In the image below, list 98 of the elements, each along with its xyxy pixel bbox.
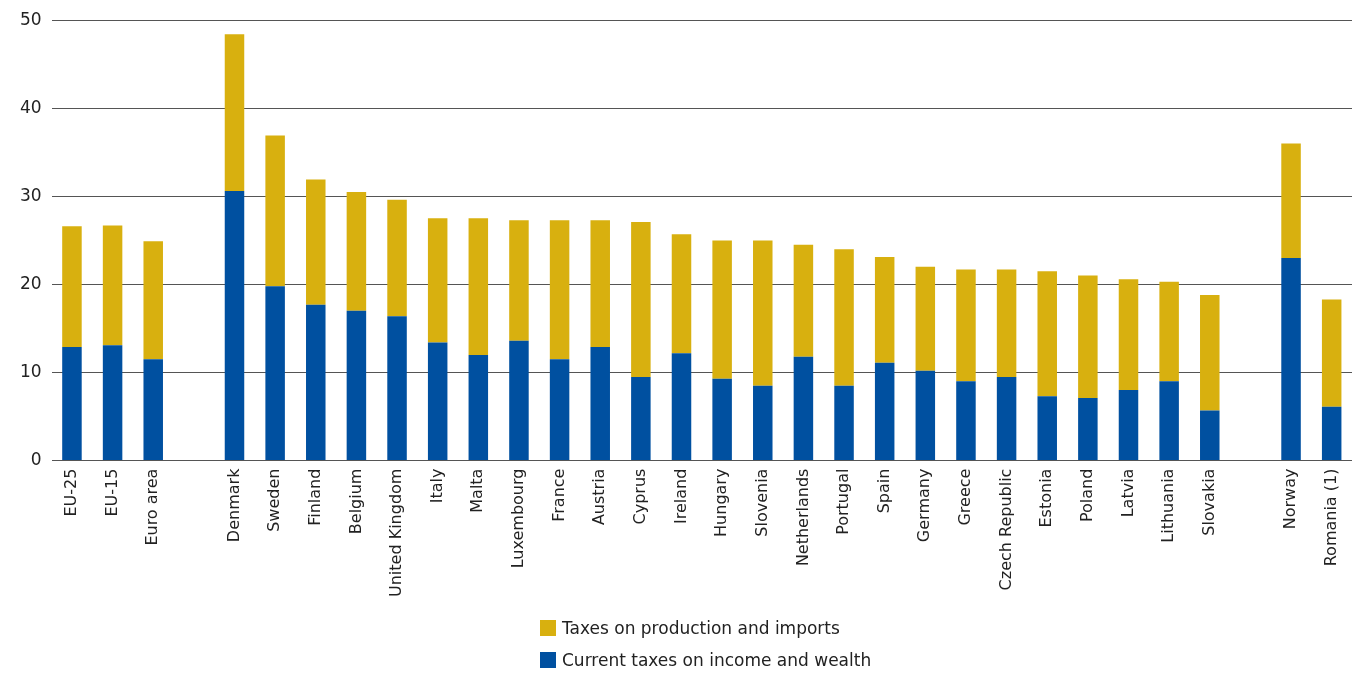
bar xyxy=(62,226,82,347)
y-tick-label: 0 xyxy=(30,449,42,469)
x-tick-label: Luxembourg xyxy=(508,468,528,569)
bar xyxy=(1078,398,1098,461)
y-tick-label: 30 xyxy=(19,184,42,205)
bar xyxy=(387,199,407,317)
x-tick-label: United Kingdom xyxy=(386,468,406,597)
bar xyxy=(590,346,610,461)
x-tick-label: Sweden xyxy=(264,468,284,532)
bar xyxy=(1118,279,1139,391)
bar xyxy=(996,376,1017,461)
bar xyxy=(1037,271,1057,397)
bar xyxy=(509,220,529,341)
bar xyxy=(915,266,936,371)
bar xyxy=(834,385,854,461)
x-tick-label: Finland xyxy=(304,468,324,526)
bar xyxy=(427,342,448,461)
x-tick-label: EU-15 xyxy=(101,468,121,517)
bar xyxy=(915,370,936,461)
bar xyxy=(468,354,489,461)
x-tick-label: Austria xyxy=(589,468,609,526)
bar xyxy=(1078,275,1098,399)
x-tick-label: Lithuania xyxy=(1158,468,1178,543)
bar xyxy=(631,221,651,377)
bar xyxy=(509,340,529,461)
bar xyxy=(712,378,732,461)
bar xyxy=(102,225,123,346)
bar xyxy=(1281,143,1301,258)
bar xyxy=(224,191,245,461)
x-tick-label: France xyxy=(548,468,568,522)
bar xyxy=(468,218,489,355)
y-tick-label: 10 xyxy=(19,360,42,381)
bar xyxy=(143,359,163,461)
bar xyxy=(549,220,570,360)
x-tick-label: Slovenia xyxy=(751,468,771,537)
bar xyxy=(1200,410,1220,461)
x-tick-label: Portugal xyxy=(833,468,853,535)
bar xyxy=(996,269,1017,377)
bar xyxy=(956,381,976,461)
x-tick-label: Greece xyxy=(955,468,975,526)
bar xyxy=(1321,406,1342,461)
bar xyxy=(671,234,692,354)
x-tick-label: Romania (1) xyxy=(1320,468,1340,567)
bar xyxy=(346,191,367,311)
bar xyxy=(590,220,610,347)
y-tick-label: 20 xyxy=(19,272,42,293)
bar xyxy=(874,257,895,363)
x-tick-label: Hungary xyxy=(711,468,731,537)
x-tick-label: Belgium xyxy=(345,468,365,535)
legend-label: Current taxes on income and wealth xyxy=(562,650,872,670)
y-tick-label: 50 xyxy=(19,8,42,29)
bar xyxy=(631,376,651,461)
bar xyxy=(793,356,814,461)
x-tick-label: Poland xyxy=(1077,468,1097,522)
bar xyxy=(549,359,570,461)
bar xyxy=(1321,299,1342,407)
bar xyxy=(753,385,773,461)
x-tick-label: Norway xyxy=(1280,468,1300,530)
x-tick-label: Ireland xyxy=(670,468,690,524)
bar xyxy=(874,362,895,461)
x-tick-label: Estonia xyxy=(1036,468,1056,528)
x-tick-label: Spain xyxy=(873,468,893,514)
bar xyxy=(1159,281,1179,382)
bar xyxy=(265,135,285,287)
bar xyxy=(1037,396,1057,461)
x-tick-label: Italy xyxy=(426,468,446,504)
bar xyxy=(1159,381,1179,461)
legend-label: Taxes on production and imports xyxy=(562,618,840,638)
x-tick-label: Denmark xyxy=(223,467,243,543)
bar xyxy=(1200,295,1220,411)
x-tick-label: Euro area xyxy=(142,468,162,546)
bar xyxy=(956,269,976,382)
bar xyxy=(224,34,245,192)
bar xyxy=(427,218,448,343)
bar xyxy=(102,345,123,461)
bar xyxy=(834,249,854,386)
bar xyxy=(346,310,367,461)
x-tick-label: Latvia xyxy=(1117,468,1137,518)
bar xyxy=(671,353,692,461)
bar xyxy=(143,241,163,360)
x-tick-label: Czech Republic xyxy=(995,468,1015,591)
bar xyxy=(306,179,326,305)
bar xyxy=(387,316,407,461)
x-tick-label: Netherlands xyxy=(792,468,812,567)
x-tick-label: EU-25 xyxy=(61,468,81,517)
bar xyxy=(1118,390,1139,461)
bar xyxy=(62,346,82,461)
bar xyxy=(793,244,814,357)
x-tick-label: Malta xyxy=(467,468,487,513)
bar xyxy=(306,304,326,461)
bar xyxy=(265,286,285,461)
x-tick-label: Cyprus xyxy=(630,468,650,525)
bar xyxy=(712,240,732,379)
x-tick-label: Slovakia xyxy=(1198,468,1218,536)
x-tick-label: Germany xyxy=(914,468,934,543)
bar xyxy=(753,240,773,386)
y-tick-label: 40 xyxy=(19,96,42,117)
bar xyxy=(1281,258,1301,461)
